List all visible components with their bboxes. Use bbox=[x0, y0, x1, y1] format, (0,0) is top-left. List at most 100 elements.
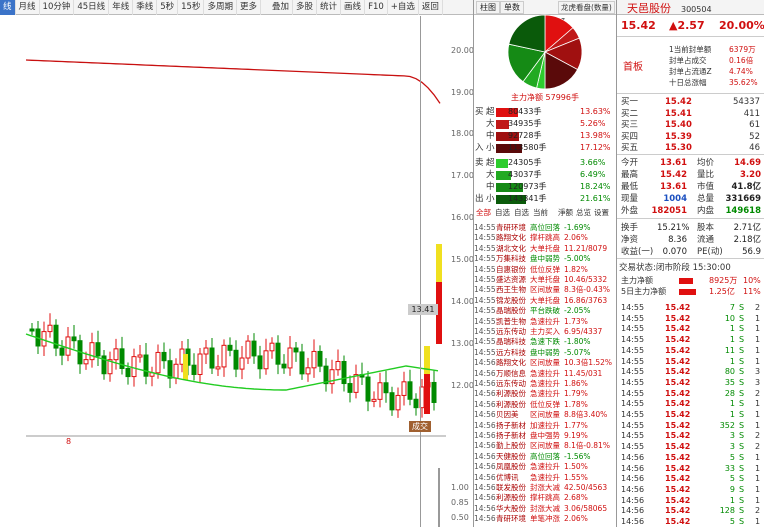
toolbar-button[interactable]: 叠加 bbox=[269, 0, 294, 15]
limit-note-label: 封单占流通Z bbox=[669, 67, 712, 76]
stock-name: 天邑股份 bbox=[627, 2, 671, 15]
alert-event: 大单托盘 bbox=[530, 243, 560, 253]
candle-body bbox=[263, 350, 269, 370]
alert-item[interactable]: 14:55路翔文化 撑杆跳高 2.06% bbox=[474, 232, 616, 243]
toolbar-button[interactable]: 统计 bbox=[317, 0, 342, 15]
period-tab[interactable]: 线 bbox=[0, 0, 16, 15]
alert-item[interactable]: 14:55万集科技 盘中弱势 -5.00% bbox=[474, 253, 616, 264]
alert-time: 14:56 bbox=[474, 399, 496, 409]
alert-item[interactable]: 14:55自惠银份 低位反弹 1.82% bbox=[474, 264, 616, 275]
alert-item[interactable]: 14:56利源股份 急速拉升 1.79% bbox=[474, 388, 616, 399]
period-tab[interactable]: 月线 bbox=[16, 0, 40, 15]
alert-item[interactable]: 14:56扬子新材 盘中强势 9.19% bbox=[474, 430, 616, 441]
period-tab[interactable]: 15秒 bbox=[178, 0, 205, 15]
alert-item[interactable]: 14:55青研环境 高位回落 -1.69% bbox=[474, 222, 616, 233]
alert-time: 14:56 bbox=[474, 451, 496, 461]
alert-time: 14:55 bbox=[474, 264, 496, 274]
tick-trades[interactable]: 14:55 15.42 7 S 2 14:55 15.42 10 S 1 14:55 15.42 1 S 1… bbox=[616, 300, 764, 527]
alert-item[interactable]: 14:55晶瑞科技 急速下跌 -1.80% bbox=[474, 336, 616, 347]
candle-body bbox=[299, 351, 305, 375]
period-tab[interactable]: 10分钟 bbox=[40, 0, 75, 15]
alert-item[interactable]: 14:56利源股份 低位反弹 1.78% bbox=[474, 399, 616, 410]
trade-row: 14:55 15.42 10 S 1 bbox=[617, 313, 764, 324]
flow-side: 卖 bbox=[475, 158, 484, 168]
alert-item[interactable]: 14:56利源股份 撑杆跳高 2.68% bbox=[474, 492, 616, 503]
toolbar-button[interactable]: 画线 bbox=[341, 0, 366, 15]
alert-item[interactable]: 14:56扬子新材 加速拉升 1.77% bbox=[474, 420, 616, 431]
flow-size: 中 bbox=[486, 182, 495, 192]
axis-tick-label: 19.00 bbox=[451, 88, 474, 97]
alert-item[interactable]: 14:56勤上股份 区间放量 8.1倍-0.81% bbox=[474, 440, 616, 451]
alert-value: 6.95/4337 bbox=[564, 327, 603, 336]
alert-item[interactable]: 14:55远东传动 主力买入 6.95/4337 bbox=[474, 326, 616, 337]
flow-row: 大 34935手 5.26% bbox=[474, 118, 616, 130]
alert-event: 急速拉升 bbox=[530, 462, 560, 472]
candle-body bbox=[371, 398, 377, 402]
flow-bar bbox=[496, 195, 526, 204]
alert-value: 11.45/031 bbox=[564, 368, 603, 378]
alert-item[interactable]: 14:55锦龙股份 大单托盘 16.86/3763 bbox=[474, 295, 616, 306]
alert-item[interactable]: 14:55凯普生物 急速拉升 1.73% bbox=[474, 316, 616, 327]
kline-chart[interactable]: 8 bbox=[0, 16, 472, 527]
alert-item[interactable]: 14:56天健股份 高位回落 -1.56% bbox=[474, 451, 616, 462]
stat-label: 总量 bbox=[697, 194, 715, 204]
stat-label: 外盘 bbox=[621, 206, 639, 216]
period-tab[interactable]: 5秒 bbox=[157, 0, 179, 15]
alert-item[interactable]: 14:55湖北文化 大单托盘 11.21/8079 bbox=[474, 243, 616, 254]
alert-item[interactable]: 14:56路翔文化 区间放量 10.3倍1.52% bbox=[474, 357, 616, 368]
alert-item[interactable]: 14:56远东传动 急速拉升 1.86% bbox=[474, 378, 616, 389]
alert-item[interactable]: 14:56贝因美 区间放量 8.8倍3.40% bbox=[474, 409, 616, 420]
candle-body bbox=[335, 360, 341, 371]
net-flow-pct: 11% bbox=[743, 287, 761, 296]
alert-item[interactable]: 14:56华大股份 封涨大减 3.06/58065 bbox=[474, 503, 616, 514]
bid-price: 15.40 bbox=[665, 120, 692, 130]
alert-tab[interactable]: 自选 bbox=[514, 208, 529, 217]
tab-bar-chart[interactable]: 柱图 bbox=[476, 1, 500, 14]
alert-option[interactable]: 淨额 bbox=[558, 208, 573, 217]
period-tab[interactable]: 季线 bbox=[133, 0, 158, 15]
fundamental-label: 收益(一) bbox=[621, 247, 654, 257]
fundamental-label: 换手 bbox=[621, 223, 639, 233]
capital-pie-chart bbox=[507, 14, 583, 90]
trade-time: 14:55 bbox=[621, 303, 645, 312]
toolbar-button[interactable]: +自选 bbox=[388, 0, 419, 15]
alert-item[interactable]: 14:55盛达资源 大单托盘 10.46/5332 bbox=[474, 274, 616, 285]
period-tab[interactable]: 45日线 bbox=[74, 0, 110, 15]
limit-note-label: 十日总涨幅 bbox=[669, 78, 707, 87]
flow-side: 出 bbox=[475, 194, 484, 204]
alert-option[interactable]: 设置 bbox=[594, 208, 609, 217]
flow-pct: 3.66% bbox=[580, 158, 606, 167]
alert-item[interactable]: 14:56凤凰股份 急速拉升 1.50% bbox=[474, 461, 616, 472]
period-tab[interactable]: 年线 bbox=[109, 0, 134, 15]
period-tab[interactable]: 多周期 bbox=[204, 0, 237, 15]
flow-value: 113580手 bbox=[508, 143, 547, 152]
alert-item[interactable]: 14:55晶瑞股份 平台跌破 -2.05% bbox=[474, 305, 616, 316]
trade-count: 2 bbox=[755, 431, 761, 441]
stat-value: 13.61 bbox=[660, 158, 687, 168]
alert-tab[interactable]: 全部 bbox=[476, 208, 491, 217]
alert-tab[interactable]: 当前 bbox=[533, 208, 548, 217]
alert-event: 盘中弱势 bbox=[530, 347, 560, 357]
alert-item[interactable]: 14:56青研环境 单笔冲涨 2.06% bbox=[474, 513, 616, 524]
trade-count: 2 bbox=[755, 388, 761, 398]
flow-row: 卖超 24305手 3.66% bbox=[474, 157, 616, 169]
alert-item[interactable]: 14:55远方科技 盘中弱势 -5.07% bbox=[474, 347, 616, 358]
alert-item[interactable]: 14:56联发股份 封涨大减 42.50/4563 bbox=[474, 482, 616, 493]
alert-item[interactable]: 14:56万顺信息 急速拉升 11.45/031 bbox=[474, 368, 616, 379]
tab-count[interactable]: 单数 bbox=[500, 1, 524, 14]
alert-tab[interactable]: 自选 bbox=[495, 208, 510, 217]
alert-item[interactable]: 14:55西王生物 区间放量 8.3倍-0.43% bbox=[474, 284, 616, 295]
candle-body bbox=[383, 382, 389, 394]
flow-pct: 18.24% bbox=[580, 182, 611, 191]
toolbar-button[interactable]: 返回 bbox=[419, 0, 443, 15]
toolbar-button[interactable]: F10 bbox=[365, 0, 388, 15]
period-tab[interactable]: 更多 bbox=[237, 0, 261, 15]
alert-option[interactable]: 总览 bbox=[576, 208, 591, 217]
toolbar-button[interactable]: 多股 bbox=[293, 0, 318, 15]
alert-item[interactable]: 14:56优博讯 急速拉升 1.55% bbox=[474, 472, 616, 483]
flow-pct: 13.63% bbox=[580, 107, 611, 116]
trade-direction: S bbox=[739, 356, 745, 366]
net-flow-value: 8925万 bbox=[709, 276, 738, 285]
alert-event: 区间放量 bbox=[530, 410, 560, 420]
trade-direction: S bbox=[739, 410, 745, 419]
